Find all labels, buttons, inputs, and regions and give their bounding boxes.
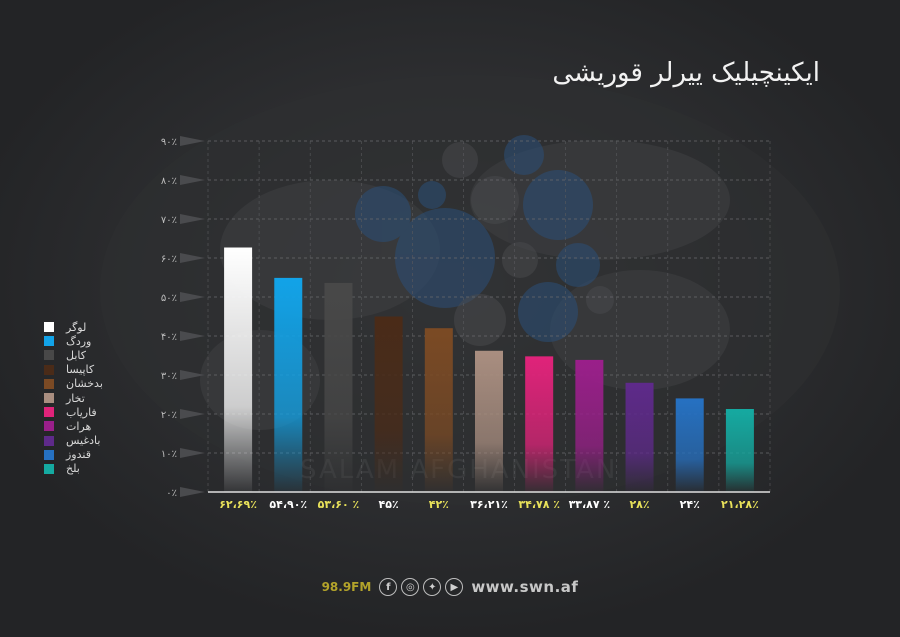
facebook-icon[interactable]: f [379, 578, 398, 596]
legend-swatch [44, 435, 54, 446]
bar-4 [374, 316, 403, 492]
y-tick-label: ۴۰٪ [161, 332, 177, 343]
legend-label: بلخ [66, 462, 80, 476]
legend-item: کابل [44, 348, 134, 362]
y-tick-marker [180, 253, 205, 263]
y-tick-marker [180, 331, 205, 341]
instagram-icon[interactable]: ◎ [401, 578, 420, 596]
bar-6 [475, 350, 503, 492]
legend-swatch [44, 350, 54, 361]
y-tick-marker [180, 292, 205, 302]
legend-swatch [44, 407, 54, 418]
value-label: ۳۴،۷۸ ٪ [518, 498, 560, 511]
bar-2 [274, 277, 303, 492]
value-label: ۶۲،۶۹٪ [219, 498, 257, 511]
legend-swatch [44, 364, 54, 375]
y-tick-label: ۶۰٪ [161, 254, 177, 265]
legend-item: بادغیس [44, 434, 134, 448]
twitter-icon[interactable]: ✦ [423, 578, 442, 596]
legend-label: لوگر [66, 320, 87, 334]
legend-item: فاریاب [44, 405, 134, 419]
legend-swatch [44, 449, 54, 460]
bar-5 [424, 328, 453, 492]
legend-label: بدخشان [66, 377, 103, 391]
legend-label: هرات [66, 419, 92, 433]
value-label: ۲۸٪ [629, 498, 649, 511]
legend-label: تخار [66, 391, 85, 405]
y-tick-label: ۰٪ [166, 488, 177, 499]
value-label: ۴۵٪ [379, 498, 399, 511]
legend-item: بدخشان [44, 377, 134, 391]
legend-item: قندوز [44, 448, 134, 462]
legend-item: هرات [44, 419, 134, 433]
y-tick-marker [180, 175, 205, 185]
bar-7 [525, 356, 554, 492]
watermark-text: SALAM AFGHANISTAN [300, 455, 618, 485]
legend-item: وردگ [44, 334, 134, 348]
legend: لوگر وردگ کابل کاپیسا بدخشان تخار فاریاب هرات با… [44, 320, 134, 476]
y-tick-marker [180, 136, 205, 146]
legend-label: قندوز [66, 448, 91, 462]
y-tick-label: ۱۰٪ [161, 449, 177, 460]
legend-swatch [44, 463, 54, 474]
legend-swatch [44, 336, 54, 347]
legend-label: فاریاب [66, 405, 97, 419]
y-tick-marker [180, 409, 205, 419]
value-label: ۵۳،۶۰ ٪ [318, 498, 360, 511]
legend-swatch [44, 421, 54, 432]
bar-8 [575, 359, 604, 492]
legend-item: تخار [44, 391, 134, 405]
y-tick-label: ۲۰٪ [161, 410, 177, 421]
legend-swatch [44, 378, 54, 389]
value-label: ۲۴٪ [680, 498, 700, 511]
website-url[interactable]: www.swn.af [471, 578, 579, 596]
value-label: ۲۱،۲۸٪ [721, 498, 759, 511]
bar-11 [725, 409, 754, 492]
legend-item: کاپیسا [44, 363, 134, 377]
bar-10 [675, 398, 704, 492]
legend-swatch [44, 322, 54, 333]
y-tick-marker [180, 487, 205, 497]
youtube-icon[interactable]: ▶ [445, 578, 464, 596]
value-labels: ۶۲،۶۹٪ ۵۴،۹۰٪ ۵۳،۶۰ ٪ ۴۵٪ ۴۲٪ ۳۶،۲۱٪ ۳۴،۷۸ ٪ ۳۳… [219, 498, 759, 511]
value-label: ۳۳،۸۷ ٪ [569, 498, 611, 511]
y-tick-label: ۷۰٪ [161, 215, 177, 226]
value-label: ۳۶،۲۱٪ [470, 498, 508, 511]
value-label: ۵۴،۹۰٪ [269, 498, 307, 511]
y-tick-label: ۸۰٪ [161, 176, 177, 187]
bar-9 [625, 382, 654, 492]
legend-item: لوگر [44, 320, 134, 334]
legend-label: بادغیس [66, 434, 101, 448]
y-tick-marker [180, 370, 205, 380]
legend-label: وردگ [66, 334, 92, 348]
y-axis-ticks: ۰٪ ۱۰٪ ۲۰٪ ۳۰٪ ۴۰٪ ۵۰٪ ۶۰٪ ۷۰٪ ۸۰٪ ۹۰٪ [161, 136, 205, 499]
chart-title: ایکینچیلیک ییرلر قوریشی [552, 58, 820, 88]
footer: 98.9FM f ◎ ✦ ▶ www.swn.af [0, 578, 900, 596]
bar-1 [224, 247, 253, 492]
y-tick-label: ۳۰٪ [161, 371, 177, 382]
radio-frequency: 98.9FM [321, 580, 372, 594]
y-tick-marker [180, 448, 205, 458]
bar-3 [324, 282, 353, 492]
value-label: ۴۲٪ [429, 498, 449, 511]
legend-item: بلخ [44, 462, 134, 476]
legend-label: کاپیسا [66, 363, 95, 377]
y-tick-marker [180, 214, 205, 224]
legend-label: کابل [66, 348, 86, 362]
bars [224, 247, 754, 492]
legend-swatch [44, 393, 54, 404]
y-tick-label: ۹۰٪ [161, 137, 177, 148]
y-tick-label: ۵۰٪ [161, 293, 177, 304]
